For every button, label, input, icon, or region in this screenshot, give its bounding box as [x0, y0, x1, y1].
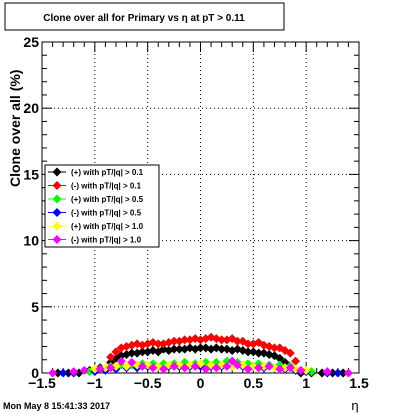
- data-point: [79, 365, 89, 375]
- x-tick-label: −0.5: [134, 375, 162, 391]
- data-point: [238, 360, 248, 370]
- legend-marker: [52, 194, 62, 204]
- legend-marker: [52, 221, 62, 231]
- x-tick-label: −1.5: [28, 375, 56, 391]
- data-point: [122, 349, 132, 359]
- data-point: [301, 365, 311, 375]
- data-point: [106, 363, 116, 373]
- series-1: [53, 343, 348, 378]
- data-point: [137, 347, 147, 357]
- legend-marker: [52, 235, 62, 244]
- legend-label: (-) with pT/|q| > 0.5: [71, 209, 142, 218]
- title-box: Clone over all for Primary vs η at pT > …: [4, 2, 285, 31]
- x-tick-label: 0.5: [244, 375, 264, 391]
- data-point: [127, 348, 137, 358]
- data-point: [53, 368, 63, 378]
- data-point: [296, 365, 306, 375]
- data-point: [90, 364, 100, 374]
- data-point: [322, 367, 332, 377]
- data-point: [343, 368, 353, 378]
- chart-title: Clone over all for Primary vs η at pT > …: [43, 13, 245, 24]
- x-tick-label: 1: [302, 375, 310, 391]
- legend-label: (+) with pT/|q| > 1.0: [71, 222, 144, 231]
- data-point: [95, 364, 105, 374]
- data-point: [169, 344, 179, 354]
- data-point: [248, 339, 258, 349]
- y-tick-label: 0: [31, 365, 39, 381]
- data-point: [291, 356, 301, 366]
- data-point: [254, 348, 264, 358]
- data-point: [127, 357, 137, 367]
- data-point: [285, 348, 295, 358]
- data-point: [106, 352, 116, 362]
- data-point: [275, 364, 285, 374]
- data-point: [180, 335, 190, 345]
- data-point: [243, 339, 253, 349]
- data-point: [285, 363, 295, 373]
- y-tick-label: 5: [31, 299, 39, 315]
- data-point: [232, 336, 242, 346]
- x-axis-label: η: [351, 398, 358, 413]
- data-point: [243, 347, 253, 357]
- data-point: [111, 347, 121, 357]
- data-point: [148, 363, 158, 373]
- legend-label: (+) with pT/|q| > 0.5: [71, 195, 144, 204]
- data-point: [333, 368, 343, 378]
- data-point: [137, 361, 147, 371]
- legend-marker: [52, 208, 62, 217]
- data-point: [275, 353, 285, 363]
- data-point: [217, 335, 227, 345]
- series-2: [106, 332, 301, 366]
- legend-label: (-) with pT/|q| > 0.1: [71, 182, 142, 191]
- y-axis-label: Clone over all (%): [7, 70, 23, 187]
- data-point: [227, 356, 237, 366]
- data-point: [217, 344, 227, 354]
- data-point: [122, 342, 132, 352]
- legend-box: [44, 164, 160, 248]
- data-point: [211, 363, 221, 373]
- data-point: [169, 336, 179, 346]
- data-point: [222, 356, 232, 366]
- y-tick-label: 10: [23, 233, 39, 249]
- x-tick-label: 0: [197, 375, 205, 391]
- data-point: [196, 343, 205, 353]
- legend-label: (-) with pT/|q| > 1.0: [71, 236, 142, 245]
- x-tick-label: 1.5: [349, 375, 369, 391]
- data-point: [248, 347, 258, 357]
- data-point: [69, 367, 79, 377]
- data-point: [269, 343, 279, 353]
- data-point: [254, 363, 264, 373]
- legend: (+) with pT/|q| > 0.1 (-) with pT/|q| > 0…: [44, 164, 160, 248]
- y-tick-labels: 0 5 10 15 20 25: [23, 34, 39, 381]
- data-point: [48, 368, 58, 378]
- data-point: [232, 360, 242, 370]
- data-point: [190, 361, 200, 371]
- data-point: [169, 361, 179, 371]
- data-point: [180, 363, 190, 373]
- series-6: [48, 356, 353, 378]
- data-point: [122, 361, 132, 371]
- data-point: [153, 339, 163, 349]
- legend-label: (+) with pT/|q| > 0.1: [71, 168, 144, 177]
- data-series: [48, 332, 353, 378]
- data-point: [58, 368, 68, 378]
- y-tick-label: 25: [23, 34, 39, 50]
- data-point: [243, 364, 253, 374]
- data-point: [222, 361, 232, 371]
- legend-marker: [52, 167, 62, 177]
- data-point: [159, 364, 169, 374]
- x-tick-label: −1: [87, 375, 103, 391]
- legend-marker: [52, 181, 62, 190]
- data-point: [116, 356, 126, 366]
- y-tick-label: 20: [23, 100, 39, 116]
- timestamp: Mon May 8 15:41:33 2017: [3, 401, 110, 411]
- y-tick-label: 15: [23, 166, 39, 182]
- x-tick-labels: −1.5 −1 −0.5 0 0.5 1 1.5: [28, 375, 369, 391]
- data-point: [264, 361, 274, 371]
- data-point: [174, 344, 184, 354]
- data-point: [201, 364, 211, 374]
- data-point: [338, 368, 348, 378]
